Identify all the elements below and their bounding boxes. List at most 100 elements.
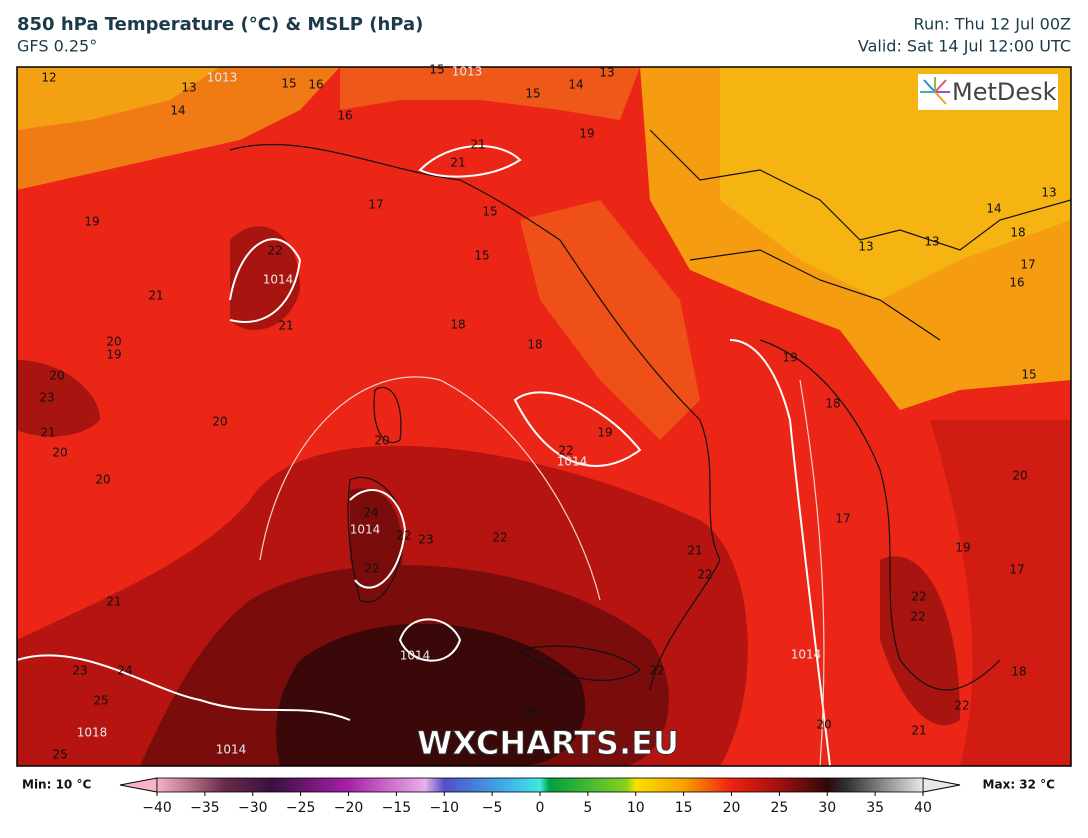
colorbar-tick-label: −25 (286, 800, 316, 816)
max-label: Max: 32 °C (983, 778, 1056, 792)
temperature-label: 21 (687, 544, 702, 558)
temperature-label: 23 (72, 664, 87, 678)
watermark: WXCHARTS.EU (417, 724, 679, 762)
colorbar-tick-label: 0 (536, 800, 545, 816)
temperature-label: 21 (148, 289, 163, 303)
temperature-label: 17 (1009, 563, 1024, 577)
colorbar-tick-label: 10 (627, 800, 645, 816)
colorbar-tick-label: −30 (238, 800, 268, 816)
temperature-label: 22 (364, 562, 379, 576)
colorbar-tick-label: −15 (382, 800, 412, 816)
logo-mark (920, 77, 950, 105)
map-frame (16, 66, 1072, 767)
min-label: Min: 10 °C (22, 778, 91, 792)
temperature-label: 22 (911, 590, 926, 604)
contour-labels: 12 13 14 15 16 16 15 15 14 13 19 21 21 17 15 15 19 21 22 21… (39, 63, 1056, 762)
temperature-label: 14 (568, 78, 583, 92)
colorbar-high-arrow (922, 777, 961, 793)
temperature-label: 17 (1020, 258, 1035, 272)
temperature-label: 18 (1010, 226, 1025, 240)
colorbar-tick-label: 15 (675, 800, 693, 816)
temperature-label: 15 (281, 77, 296, 91)
temperature-label: 20 (374, 434, 389, 448)
colorbar-tick-label: −35 (190, 800, 220, 816)
temperature-label: 15 (429, 63, 444, 77)
temperature-label: 14 (986, 202, 1001, 216)
temperature-label: 19 (597, 426, 612, 440)
temperature-label: 17 (368, 198, 383, 212)
temperature-label: 19 (782, 351, 797, 365)
colorbar-tick-label: 20 (723, 800, 741, 816)
temperature-label: 22 (267, 244, 282, 258)
temperature-label: 21 (450, 156, 465, 170)
temperature-label: 15 (1021, 368, 1036, 382)
temperature-label: 16 (308, 78, 323, 92)
temperature-label: 21 (470, 138, 485, 152)
colorbar-tick-label: 5 (583, 800, 592, 816)
temperature-label: 22 (558, 444, 573, 458)
valid-time: Valid: Sat 14 Jul 12:00 UTC (858, 37, 1071, 56)
temperature-label: 20 (95, 473, 110, 487)
temperature-label: 25 (52, 748, 67, 762)
colorbar: −40 −35 −30 −25 −20 −15 −10 −5 0 5 10 15 20 25 30 35 40 (119, 777, 961, 816)
temperature-label: 19 (106, 348, 121, 362)
temperature-label: 22 (910, 610, 925, 624)
temperature-label: 15 (525, 87, 540, 101)
temperature-label: 13 (858, 240, 873, 254)
temperature-label: 15 (482, 205, 497, 219)
colorbar-tick-label: −10 (429, 800, 459, 816)
temperature-label: 19 (84, 215, 99, 229)
temperature-label: 13 (1041, 186, 1056, 200)
temperature-label: 21 (278, 319, 293, 333)
colorbar-tick-label: −5 (482, 800, 503, 816)
temperature-label: 24 (363, 506, 378, 520)
pressure-label: 1014 (557, 455, 588, 469)
temperature-label: 18 (825, 397, 840, 411)
temperature-label: 22 (697, 568, 712, 582)
temperature-label: 17 (835, 512, 850, 526)
temperature-label: 16 (337, 109, 352, 123)
temperature-label: 23 (39, 391, 54, 405)
colorbar-tick-label: 30 (818, 800, 836, 816)
colorbar-tick-label: 25 (770, 800, 788, 816)
temperature-label: 26 (523, 705, 538, 719)
temperature-label: 21 (40, 426, 55, 440)
temperature-label: 18 (450, 318, 465, 332)
logo: MetDesk (952, 78, 1057, 106)
pressure-label: 1014 (350, 523, 381, 537)
map (17, 67, 1071, 766)
temperature-label: 13 (924, 235, 939, 249)
temperature-label: 19 (579, 127, 594, 141)
temperature-label: 24 (117, 664, 132, 678)
colorbar-tick-label: −20 (334, 800, 364, 816)
temperature-label: 19 (955, 541, 970, 555)
temperature-label: 20 (1012, 469, 1027, 483)
colorbar-tick-label: −40 (142, 800, 172, 816)
temperature-label: 15 (474, 249, 489, 263)
temperature-label: 22 (649, 664, 664, 678)
temperature-label: 13 (599, 66, 614, 80)
temperature-label: 22 (396, 529, 411, 543)
pressure-label: 1013 (452, 65, 483, 79)
temperature-label: 25 (93, 694, 108, 708)
pressure-label: 1018 (77, 726, 108, 740)
title: 850 hPa Temperature (°C) & MSLP (hPa) (17, 14, 423, 35)
model: GFS 0.25° (17, 37, 97, 56)
colorbar-tick-label: 35 (866, 800, 884, 816)
pressure-label: 1014 (791, 648, 822, 662)
temperature-label: 20 (816, 718, 831, 732)
temperature-label: 13 (181, 81, 196, 95)
temperature-label: 22 (492, 531, 507, 545)
pressure-label: 1014 (263, 273, 294, 287)
temperature-label: 20 (106, 335, 121, 349)
temperature-label: 21 (106, 595, 121, 609)
temperature-label: 20 (52, 446, 67, 460)
temperature-label: 18 (1011, 665, 1026, 679)
temperature-label: 22 (954, 699, 969, 713)
temperature-label: 12 (41, 71, 56, 85)
temperature-label: 21 (911, 724, 926, 738)
temperature-label: 23 (418, 533, 433, 547)
temperature-label: 18 (527, 338, 542, 352)
temperature-label: 20 (49, 369, 64, 383)
